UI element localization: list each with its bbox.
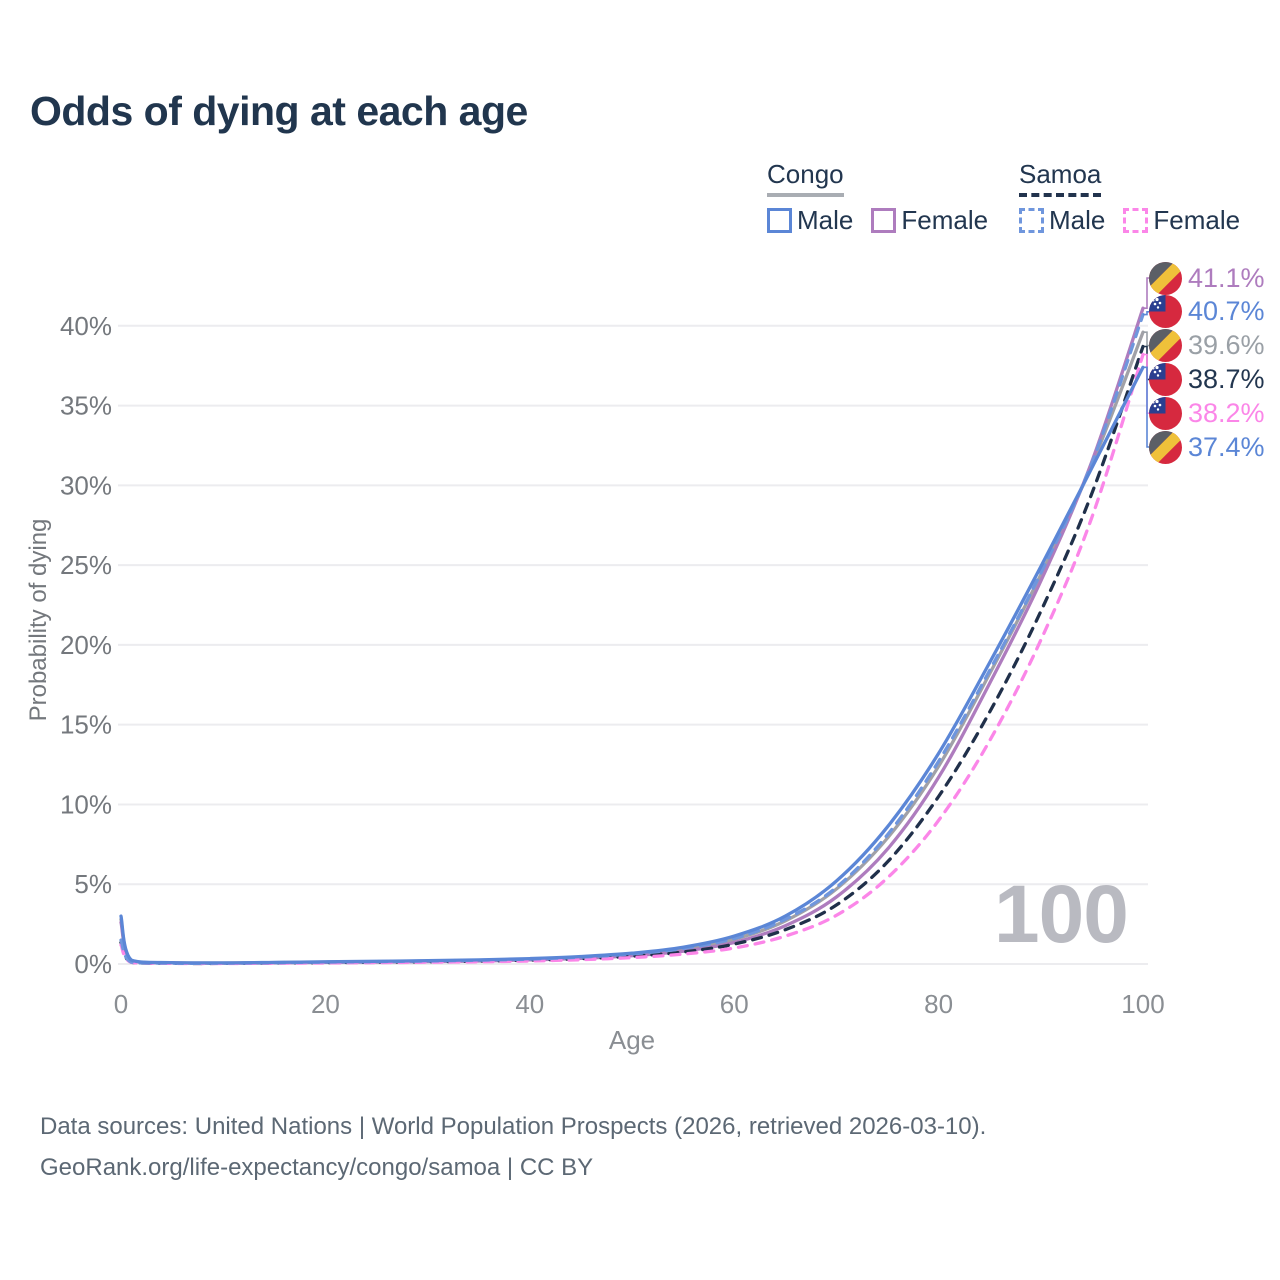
footer-attribution: Data sources: United Nations | World Pop… — [40, 1106, 986, 1188]
x-tick-label: 0 — [114, 989, 128, 1019]
end-label-samoa-male: 40.7% — [1149, 295, 1265, 329]
end-label-congo-both: 39.6% — [1149, 329, 1265, 363]
end-label-samoa-female: 38.2% — [1149, 396, 1265, 430]
x-tick-label: 80 — [924, 989, 953, 1019]
congo-male-swatch-icon — [767, 207, 792, 233]
hovered-age-watermark: 100 — [994, 869, 1129, 960]
series-line-congo-male[interactable] — [119, 365, 1145, 965]
legend-item-samoa-female[interactable]: Female — [1123, 205, 1240, 236]
series-line-congo[interactable] — [119, 330, 1145, 965]
end-label-congo-male: 37.4% — [1149, 430, 1265, 464]
y-tick-label: 20% — [60, 630, 112, 660]
footer-data-sources: Data sources: United Nations | World Pop… — [40, 1113, 987, 1140]
x-tick-label: 60 — [720, 989, 749, 1019]
x-tick-label: 20 — [311, 989, 340, 1019]
series-line-samoa[interactable] — [119, 344, 1145, 966]
y-tick-label: 30% — [60, 470, 112, 500]
y-tick-label: 35% — [60, 391, 112, 421]
chart-title: Odds of dying at each age — [30, 88, 528, 134]
end-value-label: 40.7% — [1188, 296, 1265, 327]
samoa-flag-icon — [1149, 362, 1182, 396]
legend-item-label: Female — [1153, 204, 1241, 235]
y-tick-label: 15% — [60, 710, 112, 740]
x-axis-title: Age — [609, 1025, 655, 1055]
samoa-female-swatch-icon — [1123, 207, 1149, 233]
y-tick-label: 0% — [74, 949, 112, 979]
end-value-label: 38.7% — [1188, 363, 1265, 394]
legend-item-congo-female[interactable]: Female — [871, 205, 988, 236]
y-tick-label: 10% — [60, 789, 112, 819]
samoa-flag-icon — [1149, 295, 1182, 329]
samoa-flag-icon — [1149, 396, 1182, 430]
legend-item-label: Male — [1049, 204, 1106, 235]
series-line-samoa-female[interactable] — [119, 352, 1145, 966]
congo-flag-icon — [1149, 261, 1182, 295]
legend-item-label: Male — [797, 204, 854, 235]
x-tick-label: 40 — [515, 989, 544, 1019]
congo-flag-icon — [1149, 329, 1182, 363]
end-label-congo-female: 41.1% — [1149, 261, 1265, 295]
end-value-label: 39.6% — [1188, 330, 1265, 361]
end-label-samoa-both: 38.7% — [1149, 362, 1265, 396]
legend-item-congo-male[interactable]: Male — [767, 205, 853, 236]
end-value-label: 41.1% — [1188, 262, 1265, 293]
legend-header-samoa: Samoa — [1019, 160, 1102, 197]
end-value-label: 38.2% — [1188, 397, 1265, 428]
y-tick-label: 40% — [60, 311, 112, 341]
legend-group-samoa: Samoa Male Female — [1019, 160, 1240, 236]
legend-item-samoa-male[interactable]: Male — [1019, 205, 1105, 236]
y-axis-title: Probability of dying — [25, 519, 52, 722]
samoa-male-swatch-icon — [1019, 207, 1044, 233]
footer-url-license: GeoRank.org/life-expectancy/congo/samoa … — [40, 1154, 594, 1181]
x-tick-label: 100 — [1121, 989, 1164, 1019]
end-value-label: 37.4% — [1188, 431, 1265, 462]
congo-female-swatch-icon — [871, 207, 897, 233]
y-tick-label: 25% — [60, 550, 112, 580]
legend-header-congo: Congo — [767, 160, 844, 197]
congo-flag-icon — [1149, 430, 1182, 464]
series-line-samoa-male[interactable] — [119, 312, 1145, 965]
legend-group-congo: Congo Male Female — [767, 160, 988, 236]
legend-item-label: Female — [901, 204, 989, 235]
y-tick-label: 5% — [74, 869, 112, 899]
